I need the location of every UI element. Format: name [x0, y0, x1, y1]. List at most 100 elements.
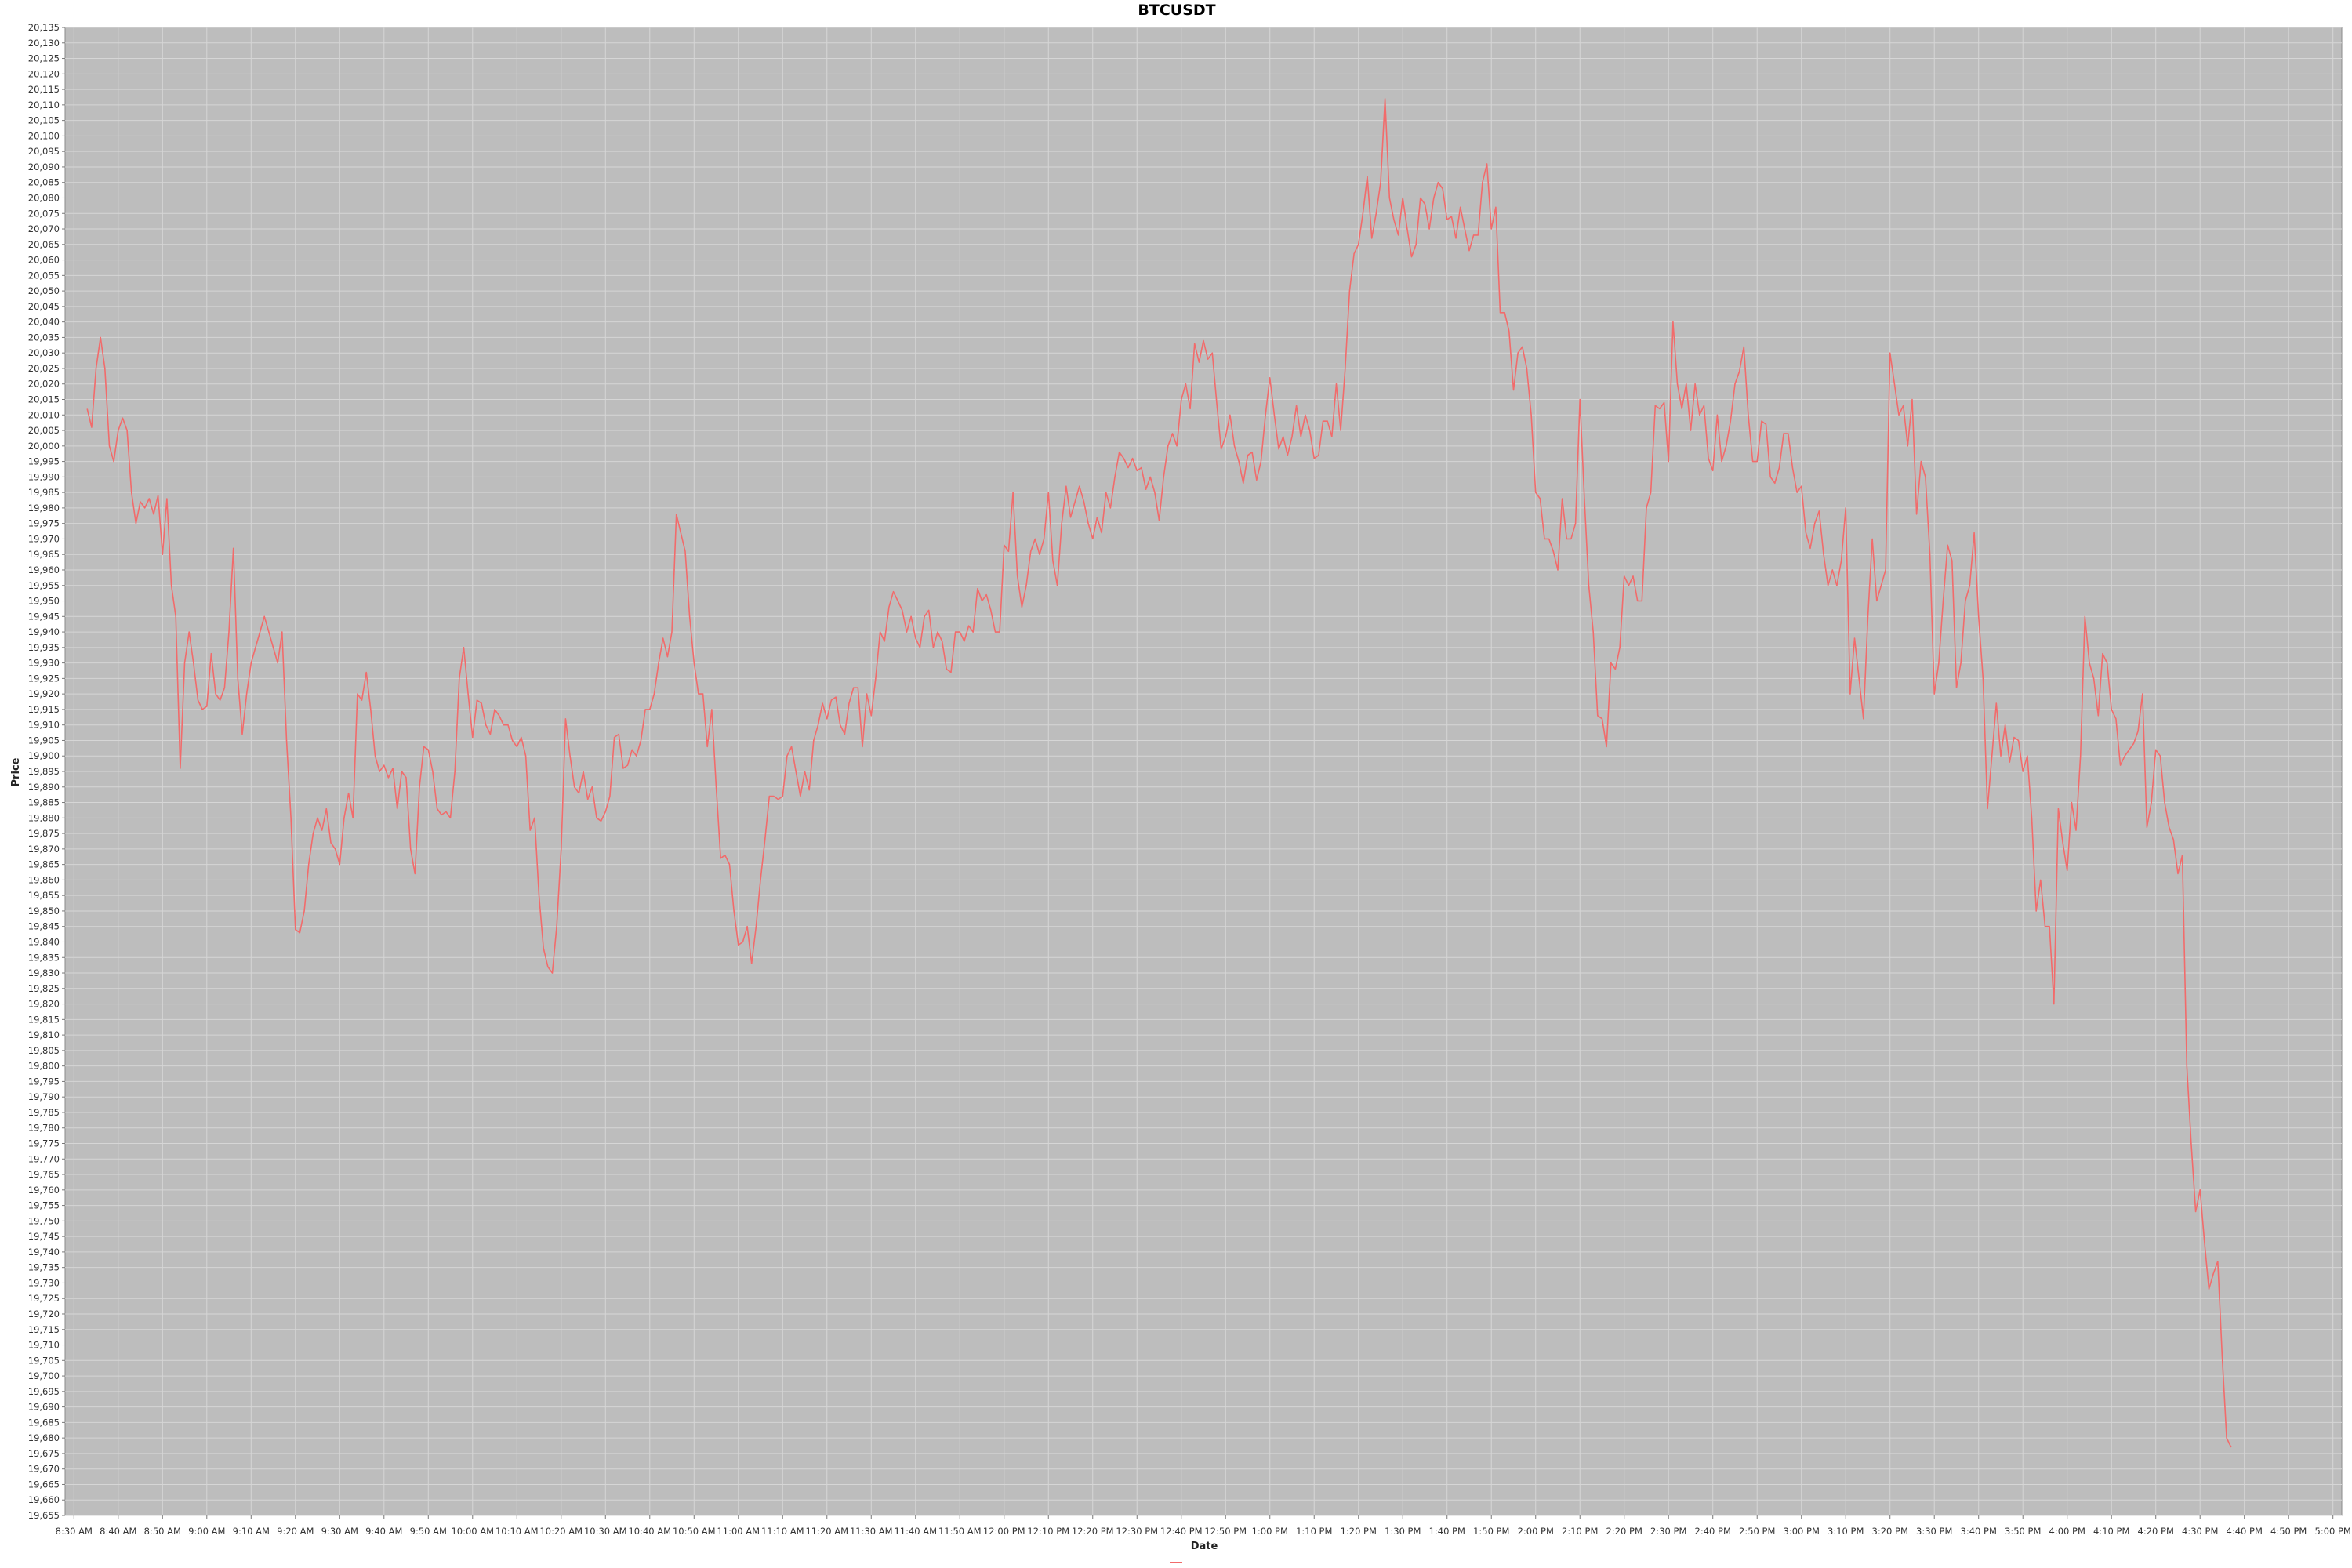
x-tick-label: 3:10 PM: [1828, 1526, 1864, 1537]
y-tick-label: 20,090: [28, 162, 60, 172]
y-tick-label: 19,865: [28, 859, 60, 870]
y-tick-label: 19,750: [28, 1215, 60, 1226]
x-tick-label: 8:40 AM: [100, 1526, 136, 1537]
x-tick-label: 10:10 AM: [495, 1526, 539, 1537]
x-tick-label: 11:30 AM: [850, 1526, 893, 1537]
y-tick-label: 20,125: [28, 53, 60, 64]
y-tick-label: 20,015: [28, 394, 60, 405]
y-tick-label: 20,110: [28, 100, 60, 111]
y-tick-label: 20,025: [28, 363, 60, 374]
x-tick-label: 11:10 AM: [761, 1526, 804, 1537]
y-tick-label: 19,740: [28, 1247, 60, 1258]
y-tick-label: 19,755: [28, 1200, 60, 1211]
x-tick-label: 10:20 AM: [539, 1526, 583, 1537]
y-tick-label: 19,985: [28, 487, 60, 498]
y-tick-label: 19,680: [28, 1432, 60, 1443]
y-tick-label: 19,875: [28, 828, 60, 839]
y-tick-label: 20,050: [28, 285, 60, 296]
x-tick-label: 4:40 PM: [2227, 1526, 2263, 1537]
x-tick-label: 10:00 AM: [451, 1526, 494, 1537]
x-tick-label: 12:30 PM: [1116, 1526, 1158, 1537]
y-tick-label: 19,705: [28, 1355, 60, 1366]
y-tick-label: 19,765: [28, 1169, 60, 1180]
x-tick-label: 12:50 PM: [1204, 1526, 1247, 1537]
x-tick-label: 2:30 PM: [1650, 1526, 1686, 1537]
y-tick-label: 19,855: [28, 890, 60, 901]
y-tick-label: 19,810: [28, 1029, 60, 1040]
x-tick-label: 8:30 AM: [56, 1526, 93, 1537]
y-tick-label: 20,100: [28, 130, 60, 141]
y-tick-label: 19,970: [28, 533, 60, 544]
y-tick-label: 20,035: [28, 332, 60, 343]
y-tick-label: 19,955: [28, 580, 60, 591]
y-tick-label: 19,890: [28, 782, 60, 793]
y-tick-label: 19,825: [28, 983, 60, 994]
y-tick-label: 19,895: [28, 766, 60, 777]
y-tick-label: 19,695: [28, 1386, 60, 1397]
x-axis-ticks: 8:30 AM 8:40 AM 8:50 AM 9:00 AM 9:10 AM 9:20 …: [56, 1515, 2351, 1537]
x-tick-label: 1:50 PM: [1473, 1526, 1509, 1537]
x-tick-label: 9:40 AM: [365, 1526, 402, 1537]
x-tick-label: 2:00 PM: [1518, 1526, 1554, 1537]
y-tick-label: 19,860: [28, 874, 60, 885]
x-tick-label: 12:40 PM: [1160, 1526, 1203, 1537]
y-tick-label: 19,655: [28, 1510, 60, 1521]
y-tick-label: 20,055: [28, 270, 60, 281]
y-tick-label: 19,915: [28, 704, 60, 715]
y-tick-label: 19,745: [28, 1231, 60, 1242]
y-tick-label: 19,925: [28, 673, 60, 684]
y-tick-label: 20,095: [28, 146, 60, 157]
y-tick-label: 19,950: [28, 596, 60, 607]
x-tick-label: 9:50 AM: [410, 1526, 447, 1537]
y-tick-label: 19,685: [28, 1417, 60, 1428]
x-tick-label: 10:50 AM: [673, 1526, 716, 1537]
x-axis-label: Date: [1191, 1541, 1218, 1552]
x-tick-label: 3:00 PM: [1784, 1526, 1820, 1537]
x-tick-label: 2:20 PM: [1606, 1526, 1642, 1537]
x-tick-label: 9:10 AM: [233, 1526, 270, 1537]
y-tick-label: 19,975: [28, 518, 60, 529]
y-tick-label: 20,080: [28, 192, 60, 203]
y-tick-label: 19,665: [28, 1479, 60, 1490]
x-tick-label: 12:10 PM: [1027, 1526, 1069, 1537]
x-tick-label: 8:50 AM: [144, 1526, 181, 1537]
x-tick-label: 2:50 PM: [1739, 1526, 1775, 1537]
series-line: [86, 98, 2232, 1448]
y-tick-label: 19,845: [28, 921, 60, 932]
x-tick-label: 4:10 PM: [2093, 1526, 2129, 1537]
y-tick-label: 20,040: [28, 317, 60, 328]
x-tick-label: 9:20 AM: [277, 1526, 314, 1537]
y-tick-label: 20,060: [28, 255, 60, 266]
y-tick-label: 19,760: [28, 1185, 60, 1196]
y-tick-label: 19,795: [28, 1076, 60, 1087]
x-tick-label: 11:40 AM: [894, 1526, 937, 1537]
y-tick-label: 20,010: [28, 409, 60, 420]
x-tick-label: 3:50 PM: [2005, 1526, 2041, 1537]
y-tick-label: 19,715: [28, 1324, 60, 1335]
y-tick-label: 19,980: [28, 503, 60, 514]
y-tick-label: 19,830: [28, 967, 60, 978]
y-tick-label: 19,945: [28, 611, 60, 622]
y-tick-label: 19,960: [28, 564, 60, 575]
x-tick-label: 4:20 PM: [2138, 1526, 2174, 1537]
y-tick-label: 19,790: [28, 1091, 60, 1102]
y-tick-label: 19,780: [28, 1123, 60, 1134]
y-tick-label: 19,670: [28, 1464, 60, 1475]
x-tick-label: 1:10 PM: [1296, 1526, 1332, 1537]
y-tick-label: 19,800: [28, 1061, 60, 1072]
x-tick-label: 1:30 PM: [1385, 1526, 1421, 1537]
y-tick-label: 19,815: [28, 1014, 60, 1025]
y-tick-label: 20,135: [28, 22, 60, 33]
y-tick-label: 19,735: [28, 1262, 60, 1273]
y-tick-label: 19,785: [28, 1107, 60, 1118]
x-tick-label: 3:30 PM: [1916, 1526, 1952, 1537]
x-tick-label: 1:00 PM: [1252, 1526, 1288, 1537]
y-tick-label: 20,070: [28, 223, 60, 234]
y-axis-label: Price: [10, 757, 22, 786]
x-tick-label: 3:20 PM: [1872, 1526, 1908, 1537]
y-tick-label: 19,690: [28, 1402, 60, 1413]
y-tick-label: 19,905: [28, 735, 60, 746]
y-tick-label: 20,030: [28, 347, 60, 358]
y-tick-label: 19,660: [28, 1494, 60, 1505]
